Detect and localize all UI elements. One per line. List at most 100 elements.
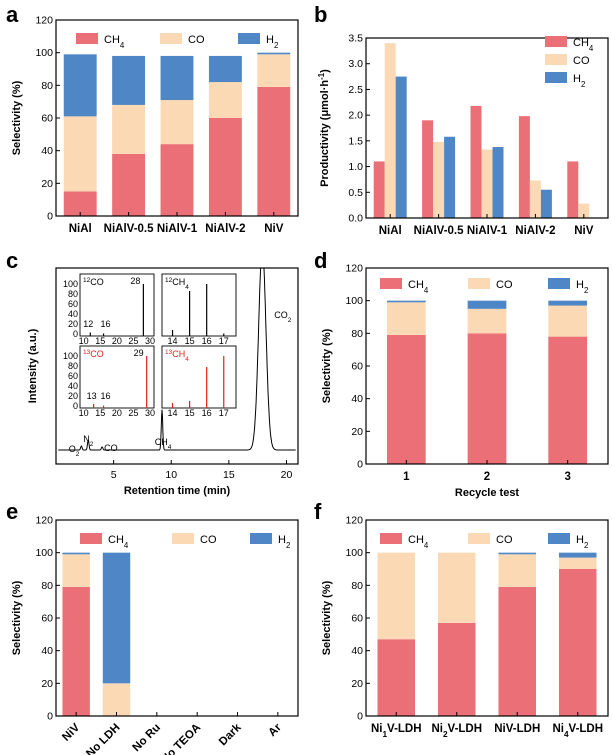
panel-b-xtick-label: NiV (574, 225, 594, 237)
panel-c-inset-xtick-label: 16 (202, 336, 212, 346)
panel-a-bar-co (208, 82, 242, 118)
panel-c-inset-peak-label: 28 (130, 276, 140, 286)
panel-a-bar-h2 (63, 54, 97, 117)
panel-a-bar-co (63, 116, 97, 192)
panel-c-peak-co: CO (104, 443, 118, 453)
panel-e-ytick-label: 40 (41, 645, 53, 657)
panel-a-ytick-label: 60 (41, 113, 53, 125)
panel-c-inset-title: 13CH4 (165, 349, 189, 363)
panel-c-xtick-label: 5 (111, 469, 117, 481)
panel-d-xtick-label: 3 (564, 471, 570, 483)
panel-f-legend-h2-label: H2 (576, 534, 588, 550)
panel-c-inset-ytick-label: 60 (68, 299, 78, 309)
panel-d-xtick-label: 2 (484, 471, 490, 483)
panel-a-bar-co (112, 104, 146, 154)
panel-a-xtick-label: NiAlV-2 (205, 223, 245, 235)
panel-b-xtick-label: NiAl (379, 225, 402, 237)
panel-a-bar-ch4 (112, 153, 146, 216)
panel-letter-a: a (6, 2, 19, 27)
panel-f-xtick-label: Ni4V-LDH (552, 723, 603, 739)
panel-d-ytick-label: 60 (351, 361, 363, 373)
panel-c-inset-xtick-label: 15 (95, 408, 105, 418)
panel-f-xtick-label: Ni2V-LDH (431, 723, 482, 739)
panel-c-inset-xtick-label: 15 (185, 336, 195, 346)
panel-letter-b: b (314, 2, 327, 27)
panel-a-bar-h2 (112, 55, 146, 105)
panel-c-peak-co2: CO2 (274, 310, 292, 324)
panel-a-bar-ch4 (160, 144, 194, 216)
panel-e-legend-ch4-label: CH4 (108, 534, 129, 550)
panel-c-inset-ytick-label: 80 (68, 361, 78, 371)
panel-a-group: NiAl NiAlV-0.5 NiAlV-1 NiAlV-2 NiV 0 20 40 60 80 1… (11, 15, 299, 235)
panel-f-group: Ni1V-LDH Ni2V-LDH NiV-LDH Ni4V-LDH 0 20 40 60 80… (321, 515, 609, 739)
panel-e-bar-ch4 (62, 586, 90, 716)
panel-b-frame (365, 37, 609, 219)
panel-c-inset-frame (79, 273, 155, 337)
panel-a-xtick-label: NiAlV-0.5 (104, 223, 154, 235)
panel-b-ytick-label: 2.0 (348, 110, 363, 122)
panel-c-inset-xtick-label: 15 (185, 408, 195, 418)
panel-a-bar-co (160, 100, 194, 145)
panel-a-bar-h2 (160, 55, 194, 101)
panel-letter-f: f (314, 499, 322, 524)
panel-b-group: NiAl NiAlV-0.5 NiAlV-1 NiAlV-2 NiV 0.0 0.5 1.0 1… (317, 33, 609, 237)
panel-a-ytick-label: 120 (35, 15, 53, 27)
panel-b-xtick-label: NiAlV-2 (515, 225, 555, 237)
panel-f-ylabel: Selectivity (%) (321, 580, 333, 655)
panel-f-ytick-label: 60 (351, 613, 363, 625)
panel-d-bar-co (548, 305, 588, 337)
panel-c-inset-frame (79, 345, 155, 409)
panel-e-legend-co-label: CO (200, 534, 217, 546)
panel-c-xtick-label: 20 (281, 469, 293, 481)
panel-b-bar-ch4 (470, 105, 482, 218)
panel-e-ytick-label: 120 (35, 515, 53, 527)
panel-d-bar-co (386, 302, 426, 335)
panel-b-ytick-label: 0.0 (348, 213, 363, 225)
panel-c-inset-peak-label: 13 (87, 391, 97, 401)
panel-f-bar-h2 (498, 552, 537, 555)
panel-f-legend-co-label: CO (496, 534, 513, 546)
panel-d-legend-co-swatch (468, 278, 490, 289)
panel-c-inset-xtick-label: 10 (79, 336, 89, 346)
panel-a-bar-co (257, 54, 291, 87)
panel-c-inset-ytick-label: 0 (73, 401, 78, 411)
panel-d-xlabel: Recycle test (455, 487, 520, 499)
panel-letter-d: d (314, 248, 327, 273)
panel-c-inset-xtick-label: 10 (79, 408, 89, 418)
panel-b-bar-co (529, 180, 541, 218)
panel-f-ytick-label: 0 (357, 711, 363, 723)
panel-b-ytick-label: 3.0 (348, 58, 363, 70)
panel-b-bar-h2 (395, 76, 407, 218)
panel-c-xlabel: Retention time (min) (124, 485, 231, 497)
panel-c-inset-peak-label: 16 (101, 391, 111, 401)
panel-d-ytick-label: 40 (351, 393, 363, 405)
panel-b-bar-ch4 (373, 161, 385, 218)
panel-d-bar-h2 (467, 300, 507, 309)
panel-b-ytick-label: 1.5 (348, 135, 363, 147)
panel-f-bar-ch4 (498, 586, 537, 716)
panel-d-legend-ch4-swatch (380, 278, 402, 289)
panel-c-inset-ytick-label: 100 (63, 279, 78, 289)
panel-d-bar-h2 (386, 300, 426, 303)
panel-c-inset-xtick-label: 20 (112, 336, 122, 346)
panel-c-inset-xtick-label: 16 (202, 408, 212, 418)
panel-a-bar-ch4 (208, 118, 242, 216)
panel-a-ytick-label: 40 (41, 145, 53, 157)
panel-c-inset-peak-label: 29 (134, 348, 144, 358)
panel-d-ytick-label: 20 (351, 426, 363, 438)
panel-b-xtick-label: NiAlV-1 (467, 225, 508, 237)
panel-a-legend-ch4-swatch (76, 33, 98, 44)
panel-c-inset-xtick-label: 17 (219, 336, 229, 346)
panel-b-bar-h2 (444, 136, 456, 218)
panel-f-ytick-label: 80 (351, 580, 363, 592)
panel-a-bar-ch4 (63, 191, 97, 216)
panel-e-bar-h2 (102, 552, 131, 684)
panel-a-bar-ch4 (257, 86, 291, 216)
panel-b-legend-h2-swatch (545, 72, 567, 83)
panel-e-ytick-label: 20 (41, 678, 53, 690)
panel-d-legend-co-label: CO (496, 279, 513, 291)
panel-b-ytick-label: 0.5 (348, 187, 363, 199)
panel-f-ytick-label: 120 (345, 515, 363, 527)
